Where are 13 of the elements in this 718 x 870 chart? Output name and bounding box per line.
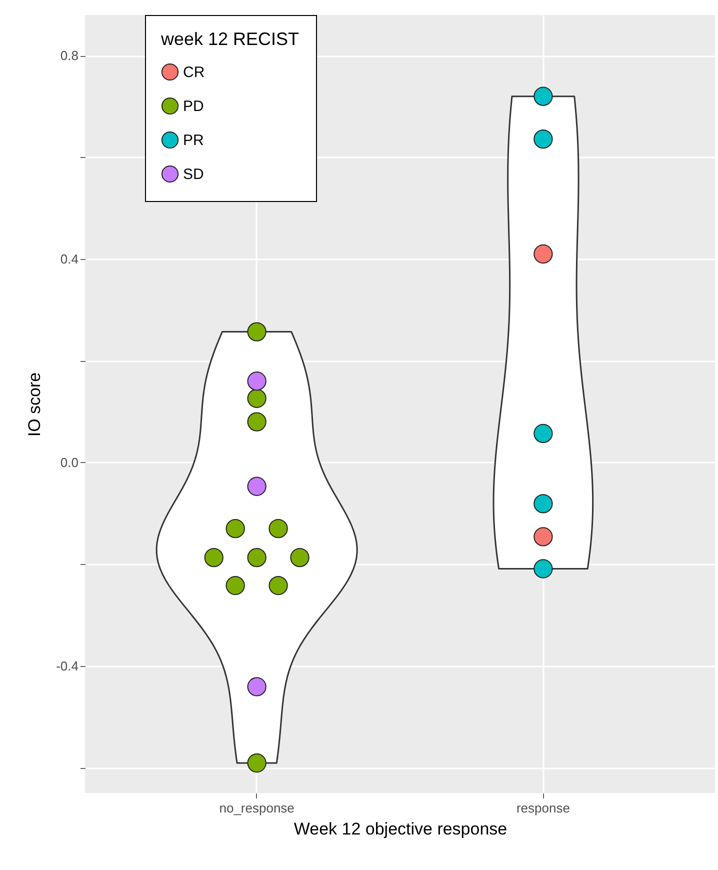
legend-label: PD — [183, 98, 204, 115]
y-tick-label: 0.4 — [60, 252, 78, 267]
y-tick-label: -0.4 — [56, 658, 78, 674]
legend-label: CR — [183, 64, 205, 81]
x-tick-label: no_response — [219, 800, 294, 816]
legend-label: SD — [183, 166, 204, 183]
legend-title: week 12 RECIST — [160, 29, 300, 49]
y-axis-title: IO score — [25, 372, 44, 437]
x-tick-label: response — [516, 800, 570, 816]
y-tick-label: 0.0 — [60, 454, 78, 470]
x-axis-title: Week 12 objective response — [294, 820, 508, 838]
y-tick-label: 0.8 — [60, 48, 78, 64]
legend-label: PR — [183, 132, 204, 149]
